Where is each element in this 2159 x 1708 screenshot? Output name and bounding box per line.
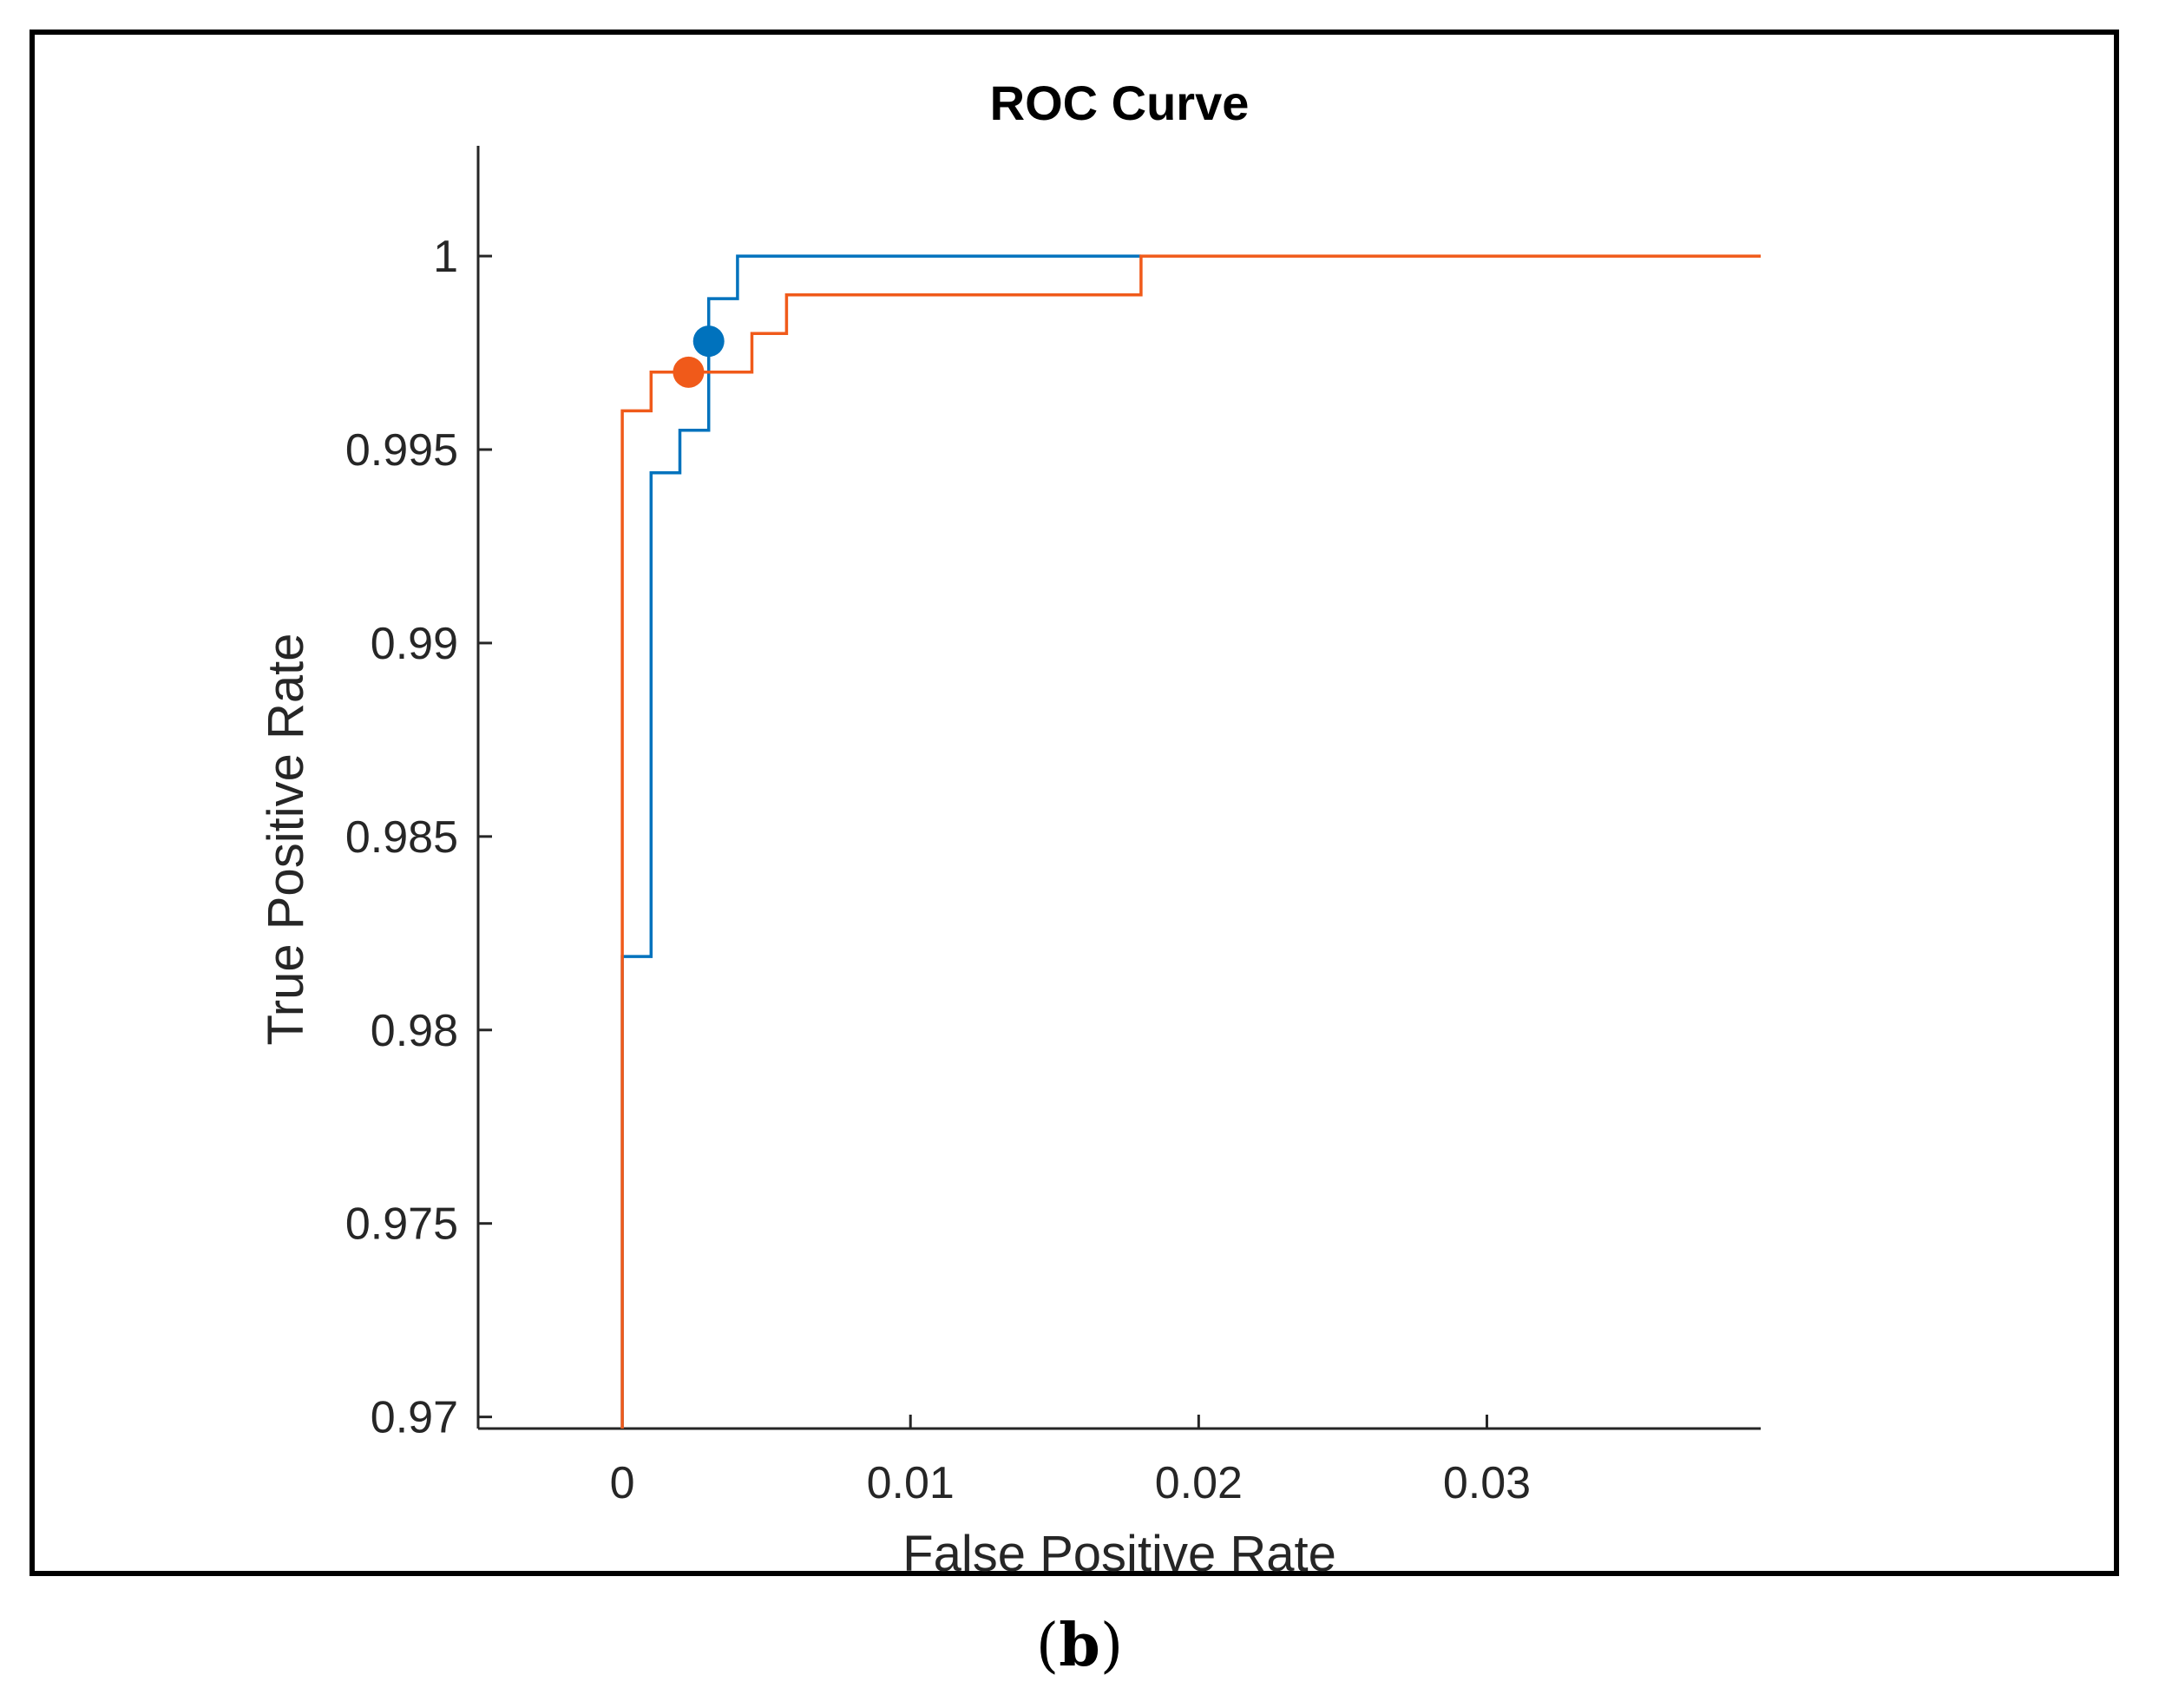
y-axis-label: True Positive Rate <box>258 634 314 1046</box>
figure-frame <box>30 30 2119 1576</box>
y-tick-label: 0.975 <box>345 1199 458 1250</box>
y-tick-label: 0.99 <box>371 619 458 669</box>
operating-point-orange-curve <box>673 356 705 388</box>
roc-line-orange-curve <box>620 254 1761 1429</box>
label-layer: 0 0.01 0.02 0.03 0.97 0.975 0.98 0.985 0.99 0.995… <box>258 76 1531 1582</box>
figure-caption: (b) <box>0 1616 2159 1676</box>
caption-letter: b <box>1059 1611 1100 1680</box>
x-axis-label: False Positive Rate <box>902 1526 1336 1582</box>
x-tick-label: 0.03 <box>1443 1458 1531 1508</box>
x-tick-label: 0.02 <box>1155 1458 1243 1508</box>
caption-close: ) <box>1099 1612 1124 1680</box>
chart-title: ROC Curve <box>990 76 1250 130</box>
caption-open: ( <box>1035 1612 1060 1680</box>
operating-point-blue-curve <box>692 325 725 358</box>
roc-line-blue-curve <box>620 254 1141 1429</box>
x-tick-label: 0 <box>610 1458 635 1508</box>
series-layer <box>620 254 1761 1429</box>
axes-layer <box>476 146 1761 1430</box>
x-tick-label: 0.01 <box>867 1458 955 1508</box>
y-tick-label: 0.985 <box>345 812 458 863</box>
y-tick-label: 0.98 <box>371 1006 458 1056</box>
y-tick-label: 0.995 <box>345 425 458 476</box>
y-tick-label: 0.97 <box>371 1393 458 1443</box>
y-tick-label: 1 <box>433 232 458 282</box>
